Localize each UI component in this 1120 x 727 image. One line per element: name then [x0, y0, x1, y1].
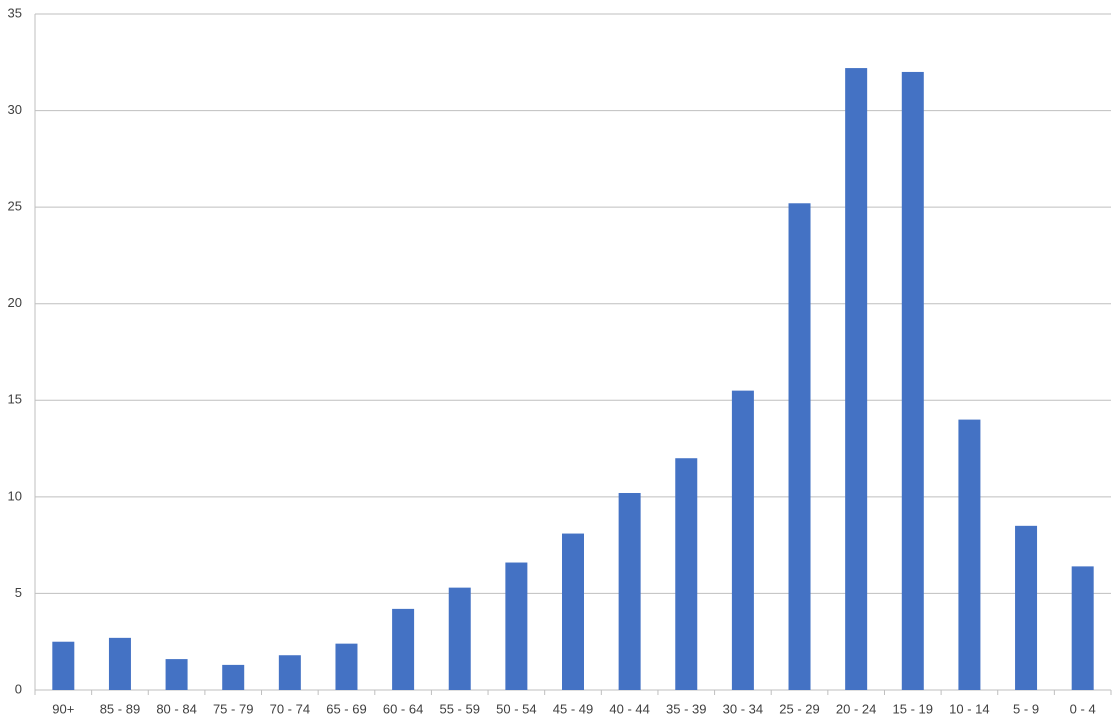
- x-tick-label: 5 - 9: [1013, 701, 1039, 716]
- bar: [788, 203, 811, 690]
- bar: [448, 587, 471, 690]
- bar: [392, 608, 415, 690]
- x-tick-label: 25 - 29: [779, 701, 819, 716]
- x-tick-label: 55 - 59: [439, 701, 479, 716]
- bar: [222, 664, 245, 690]
- x-tick-label: 45 - 49: [553, 701, 593, 716]
- bar: [108, 637, 131, 690]
- y-tick-label: 5: [15, 585, 22, 600]
- bar: [52, 641, 75, 690]
- x-tick-label: 0 - 4: [1070, 701, 1096, 716]
- x-tick-label: 20 - 24: [836, 701, 876, 716]
- y-tick-label: 35: [8, 5, 22, 20]
- bar: [845, 68, 868, 690]
- x-tick-label: 65 - 69: [326, 701, 366, 716]
- bar: [675, 458, 698, 690]
- bar: [618, 492, 641, 690]
- bar: [901, 71, 924, 690]
- y-tick-label: 0: [15, 681, 22, 696]
- x-tick-label: 80 - 84: [156, 701, 196, 716]
- bar: [731, 390, 754, 690]
- y-tick-label: 25: [8, 199, 22, 214]
- x-tick-label: 10 - 14: [949, 701, 989, 716]
- y-tick-label: 30: [8, 102, 22, 117]
- x-tick-label: 40 - 44: [609, 701, 649, 716]
- x-tick-label: 50 - 54: [496, 701, 536, 716]
- x-tick-label: 35 - 39: [666, 701, 706, 716]
- x-tick-label: 15 - 19: [893, 701, 933, 716]
- y-tick-label: 15: [8, 392, 22, 407]
- bar: [165, 659, 188, 690]
- x-tick-label: 85 - 89: [100, 701, 140, 716]
- bar: [1071, 566, 1094, 690]
- bar: [958, 419, 981, 690]
- x-tick-label: 60 - 64: [383, 701, 423, 716]
- bar: [278, 655, 301, 690]
- y-tick-label: 20: [8, 295, 22, 310]
- y-tick-label: 10: [8, 488, 22, 503]
- bar: [1015, 525, 1038, 690]
- x-tick-label: 90+: [52, 701, 74, 716]
- bar: [335, 643, 358, 690]
- bar: [562, 533, 584, 690]
- x-tick-label: 75 - 79: [213, 701, 253, 716]
- x-tick-label: 70 - 74: [270, 701, 310, 716]
- x-tick-label: 30 - 34: [723, 701, 763, 716]
- bar: [505, 562, 528, 690]
